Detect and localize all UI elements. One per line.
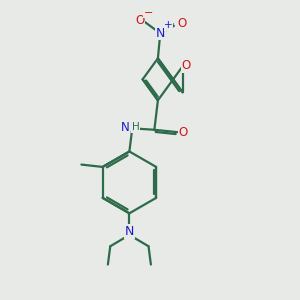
Text: O: O [182,59,191,72]
Text: H: H [132,122,140,132]
Text: N: N [156,27,165,40]
Text: O: O [178,17,187,30]
Text: −: − [144,8,153,18]
Text: N: N [121,121,129,134]
Text: O: O [135,14,144,27]
Text: N: N [125,225,134,238]
Text: +: + [164,20,173,30]
Text: O: O [178,126,188,139]
